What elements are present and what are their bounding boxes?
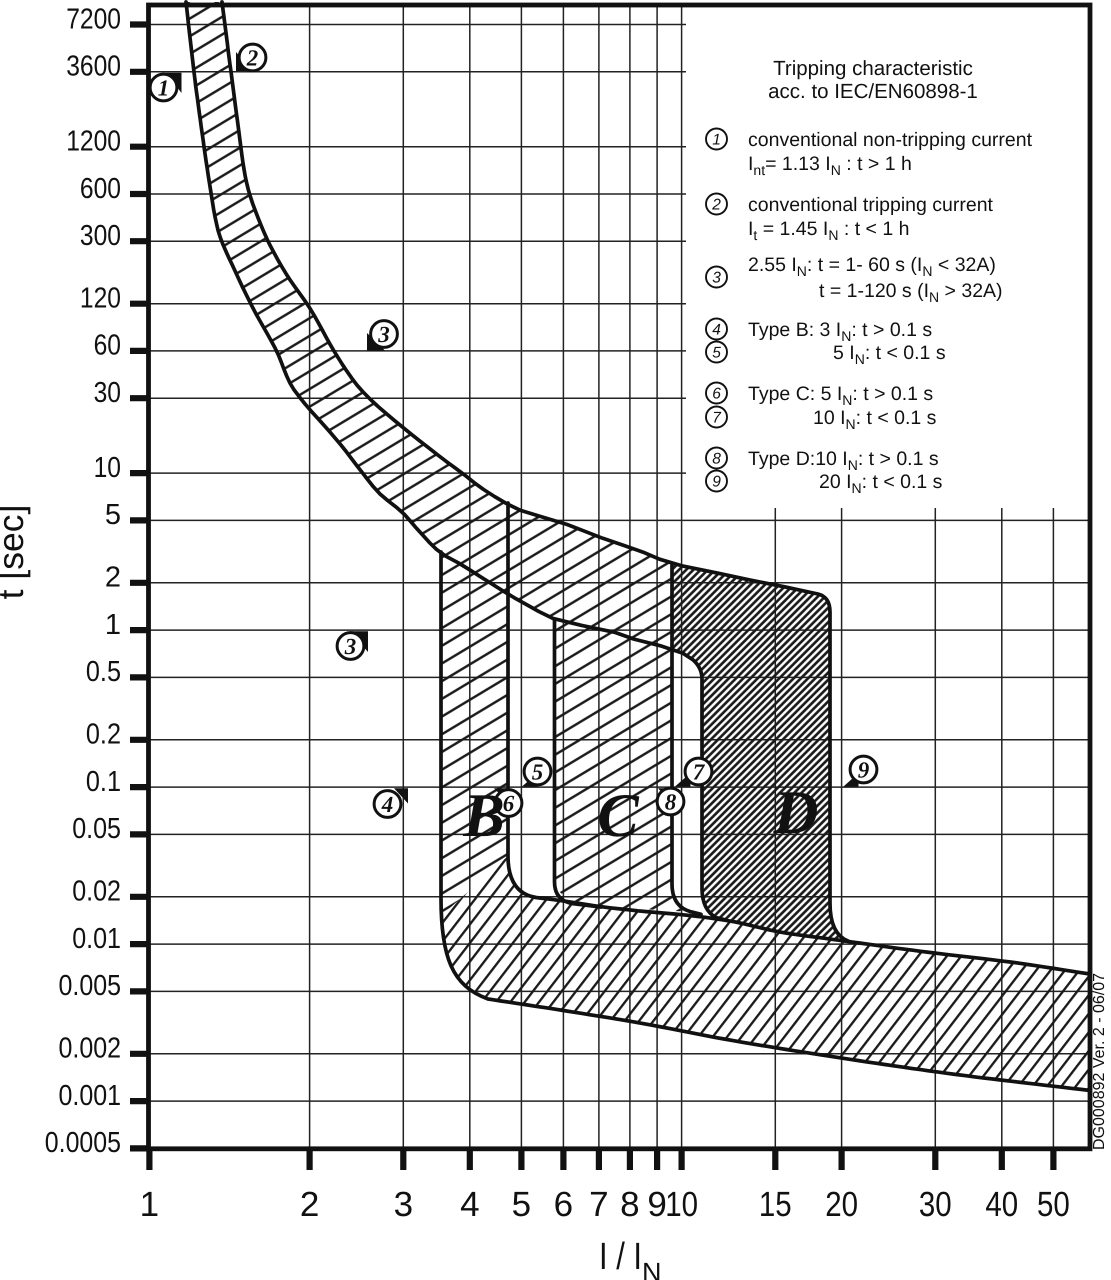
svg-text:7: 7	[693, 759, 706, 784]
svg-text:15: 15	[759, 1185, 792, 1224]
svg-text:C: C	[597, 782, 639, 850]
svg-text:8: 8	[620, 1185, 639, 1224]
svg-text:Int= 1.13 IN : t > 1 h: Int= 1.13 IN : t > 1 h	[748, 153, 912, 178]
svg-text:t = 1-120 s (IN > 32A): t = 1-120 s (IN > 32A)	[819, 280, 1003, 305]
svg-text:B: B	[462, 782, 504, 850]
svg-text:0.002: 0.002	[59, 1033, 122, 1065]
svg-text:0.005: 0.005	[59, 970, 122, 1002]
svg-text:20 IN: t < 0.1 s: 20 IN: t < 0.1 s	[819, 471, 943, 496]
svg-text:0.001: 0.001	[59, 1080, 122, 1112]
svg-text:7200: 7200	[66, 3, 121, 35]
svg-text:conventional non-tripping curr: conventional non-tripping current	[748, 129, 1033, 151]
svg-text:0.0005: 0.0005	[45, 1127, 121, 1159]
svg-text:7: 7	[589, 1185, 608, 1224]
svg-text:9: 9	[712, 474, 721, 491]
svg-text:5 IN: t < 0.1 s: 5 IN: t < 0.1 s	[833, 342, 946, 367]
svg-text:2: 2	[246, 45, 259, 70]
svg-text:0.1: 0.1	[86, 766, 121, 798]
svg-text:Type B: 3 IN: t > 0.1 s: Type B: 3 IN: t > 0.1 s	[748, 319, 932, 344]
svg-text:1: 1	[712, 132, 721, 149]
svg-text:0.02: 0.02	[72, 876, 121, 908]
svg-text:DG000892 Ver. 2 - 06/07: DG000892 Ver. 2 - 06/07	[1091, 973, 1108, 1150]
svg-text:0.05: 0.05	[72, 813, 121, 845]
svg-text:Type D:10 IN: t > 0.1 s: Type D:10 IN: t > 0.1 s	[748, 448, 939, 473]
svg-text:10: 10	[665, 1185, 698, 1224]
svg-text:8: 8	[665, 789, 677, 814]
svg-text:1: 1	[140, 1185, 159, 1224]
svg-text:6: 6	[503, 791, 515, 816]
svg-text:conventional tripping current: conventional tripping current	[748, 194, 994, 216]
svg-text:2: 2	[711, 197, 721, 214]
svg-text:2.55 IN: t = 1- 60 s (IN < 32A: 2.55 IN: t = 1- 60 s (IN < 32A)	[748, 254, 996, 279]
svg-text:8: 8	[712, 451, 721, 468]
svg-text:1: 1	[105, 609, 121, 641]
svg-text:4: 4	[460, 1185, 479, 1224]
svg-text:1200: 1200	[66, 126, 121, 158]
svg-text:60: 60	[94, 330, 121, 362]
svg-text:I / IN: I / IN	[599, 1236, 662, 1280]
svg-text:3600: 3600	[66, 51, 121, 83]
svg-text:acc. to IEC/EN60898-1: acc. to IEC/EN60898-1	[768, 80, 978, 103]
svg-text:120: 120	[80, 283, 121, 315]
svg-text:3: 3	[344, 634, 357, 659]
svg-text:4: 4	[381, 792, 394, 817]
svg-text:5: 5	[512, 1185, 531, 1224]
svg-text:10 IN: t < 0.1 s: 10 IN: t < 0.1 s	[813, 407, 937, 432]
svg-text:0.01: 0.01	[72, 923, 121, 955]
svg-text:Tripping characteristic: Tripping characteristic	[773, 57, 973, 80]
svg-text:4: 4	[712, 322, 721, 339]
svg-text:30: 30	[919, 1185, 952, 1224]
svg-text:300: 300	[80, 220, 121, 252]
svg-text:600: 600	[80, 173, 121, 205]
svg-text:7: 7	[712, 410, 722, 427]
svg-text:5: 5	[105, 499, 121, 531]
svg-text:6: 6	[554, 1185, 573, 1224]
svg-text:0.5: 0.5	[86, 656, 121, 688]
svg-text:0.2: 0.2	[86, 719, 121, 751]
svg-text:2: 2	[105, 562, 121, 594]
svg-text:D: D	[773, 779, 819, 847]
svg-text:t [sec]: t [sec]	[0, 505, 31, 600]
svg-text:3: 3	[712, 270, 721, 287]
svg-text:9: 9	[647, 1185, 666, 1224]
svg-text:20: 20	[825, 1185, 858, 1224]
svg-text:1: 1	[158, 75, 170, 100]
svg-text:Type C: 5 IN: t > 0.1 s: Type C: 5 IN: t > 0.1 s	[748, 383, 933, 408]
svg-text:5: 5	[712, 345, 721, 362]
svg-text:50: 50	[1037, 1185, 1070, 1224]
svg-text:5: 5	[532, 759, 544, 784]
svg-text:3: 3	[377, 322, 390, 347]
svg-text:6: 6	[712, 386, 721, 403]
svg-text:9: 9	[858, 757, 870, 782]
svg-text:2: 2	[300, 1185, 319, 1224]
svg-text:40: 40	[985, 1185, 1018, 1224]
svg-text:3: 3	[394, 1185, 413, 1224]
svg-text:It = 1.45 IN : t < 1 h: It = 1.45 IN : t < 1 h	[748, 218, 909, 243]
svg-text:10: 10	[94, 452, 121, 484]
svg-text:30: 30	[94, 377, 121, 409]
